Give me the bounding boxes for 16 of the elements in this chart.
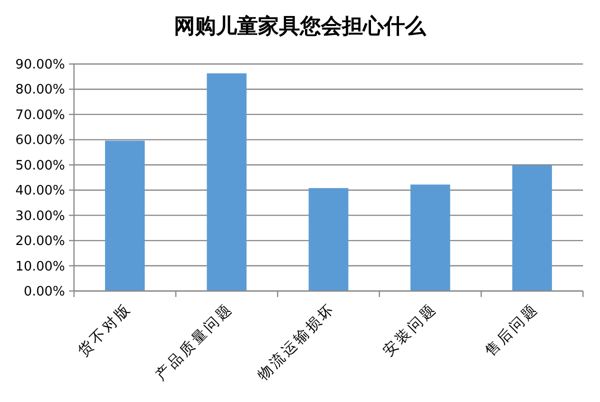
x-tick-label: 货不对版 (74, 300, 135, 360)
y-tick-label: 20.00% (15, 234, 65, 250)
chart-title: 网购儿童家具您会担心什么 (174, 14, 427, 38)
x-tick-label: 物流运输损坏 (254, 300, 338, 384)
y-tick-label: 50.00% (15, 158, 65, 174)
y-tick-label: 40.00% (15, 184, 65, 199)
y-tick-label: 60.00% (15, 133, 65, 148)
y-tick-label: 0.00% (24, 284, 65, 300)
y-tick-label: 70.00% (15, 108, 65, 123)
x-tick-label: 售后问题 (482, 300, 542, 360)
y-tick-label: 30.00% (15, 208, 65, 224)
y-tick-label: 10.00% (15, 259, 65, 274)
y-tick-label: 80.00% (15, 82, 65, 98)
x-tick-label: 安装问题 (380, 300, 440, 360)
x-tick-label: 产品质量问题 (152, 300, 237, 384)
y-tick-label: 90.00% (15, 58, 65, 72)
